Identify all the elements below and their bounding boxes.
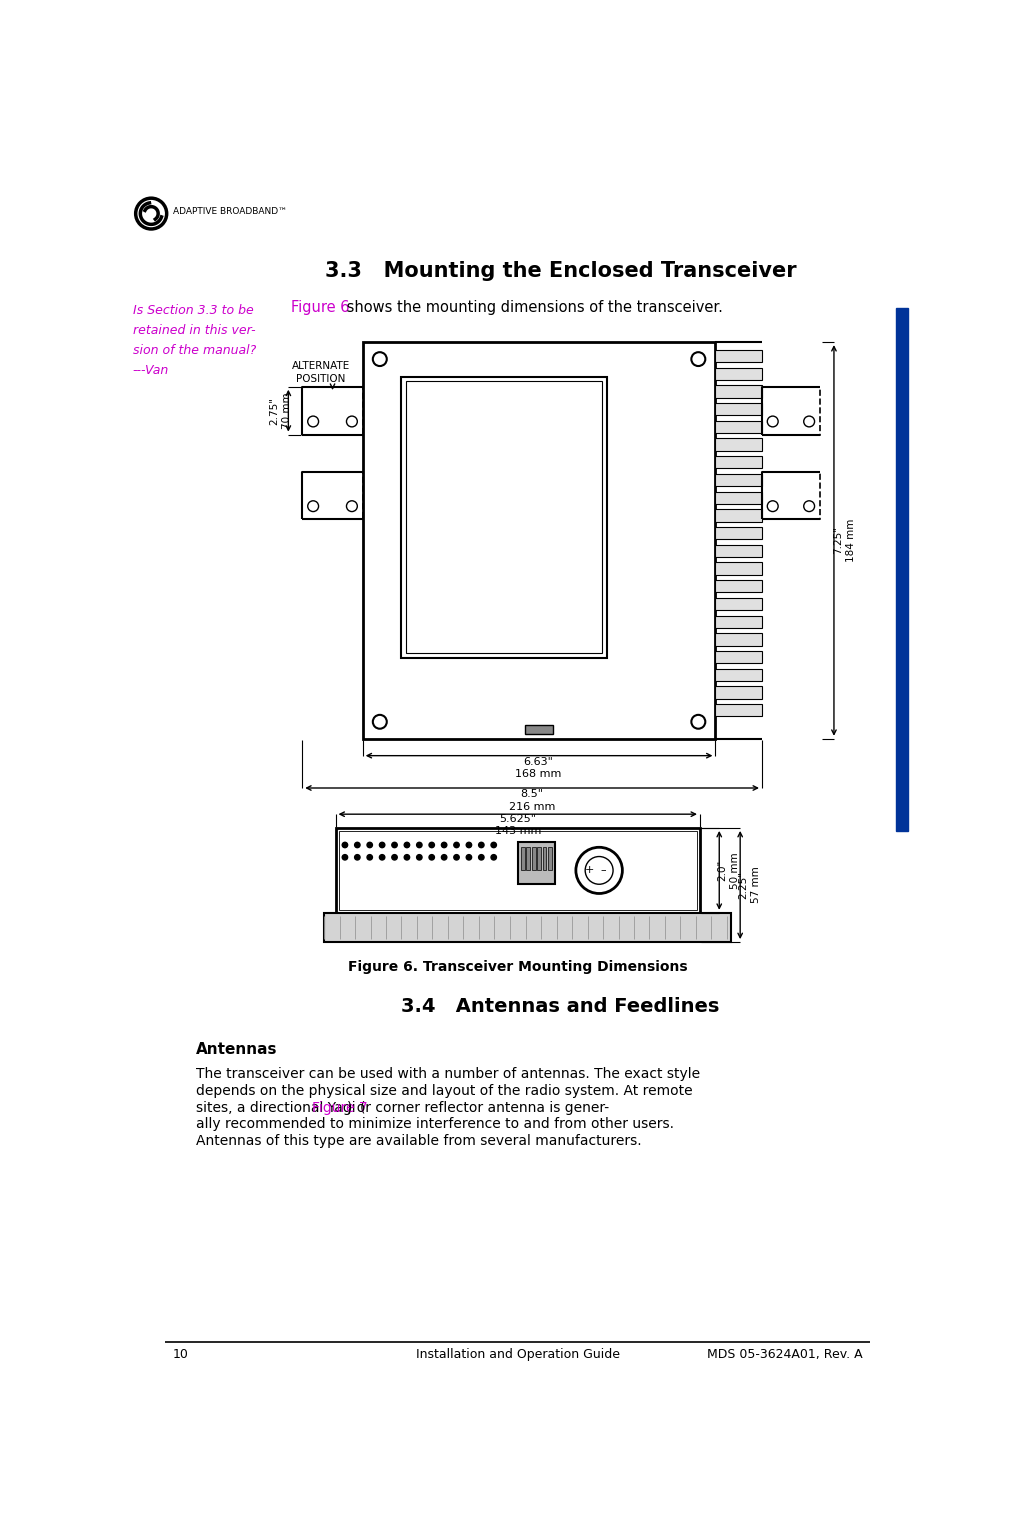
Text: Is Section 3.3 to be
retained in this ver-
sion of the manual?
---Van: Is Section 3.3 to be retained in this ve… <box>132 304 256 376</box>
Text: ) or corner reflector antenna is gener-: ) or corner reflector antenna is gener- <box>347 1101 609 1115</box>
Text: 5.625"
143 mm: 5.625" 143 mm <box>494 814 541 836</box>
Circle shape <box>367 842 372 848</box>
Bar <box>716 598 762 610</box>
Bar <box>336 828 700 912</box>
Bar <box>401 376 607 657</box>
Circle shape <box>404 854 409 860</box>
Circle shape <box>478 842 484 848</box>
Circle shape <box>442 842 447 848</box>
Bar <box>716 402 762 415</box>
Circle shape <box>379 842 385 848</box>
Bar <box>521 846 525 869</box>
Text: 10: 10 <box>173 1349 189 1361</box>
Bar <box>716 581 762 593</box>
Bar <box>762 472 820 519</box>
Bar <box>716 527 762 539</box>
Circle shape <box>392 842 397 848</box>
Text: ADAPTIVE BROADBAND™: ADAPTIVE BROADBAND™ <box>173 207 287 215</box>
Bar <box>525 725 553 734</box>
Bar <box>716 350 762 362</box>
Text: Figure 7: Figure 7 <box>312 1101 368 1115</box>
Circle shape <box>478 854 484 860</box>
Bar <box>896 307 908 831</box>
Bar <box>716 703 762 716</box>
Text: 3.3   Mounting the Enclosed Transceiver: 3.3 Mounting the Enclosed Transceiver <box>325 261 797 281</box>
Text: 2.0"
50 mm: 2.0" 50 mm <box>718 852 740 889</box>
Circle shape <box>367 854 372 860</box>
Bar <box>324 912 731 942</box>
Circle shape <box>491 854 496 860</box>
Circle shape <box>454 842 459 848</box>
Bar <box>716 545 762 558</box>
Circle shape <box>355 842 360 848</box>
Bar <box>532 846 536 869</box>
Circle shape <box>404 842 409 848</box>
Bar <box>527 846 530 869</box>
Text: The transceiver can be used with a number of antennas. The exact style: The transceiver can be used with a numbe… <box>196 1066 701 1081</box>
Circle shape <box>379 854 385 860</box>
Circle shape <box>454 854 459 860</box>
Text: Antennas of this type are available from several manufacturers.: Antennas of this type are available from… <box>196 1135 642 1149</box>
Bar <box>716 668 762 680</box>
Bar <box>762 387 820 435</box>
Bar <box>716 616 762 628</box>
Text: 6.63"
168 mm: 6.63" 168 mm <box>516 757 562 779</box>
Bar <box>716 651 762 664</box>
Bar <box>537 846 541 869</box>
Circle shape <box>392 854 397 860</box>
Circle shape <box>491 842 496 848</box>
Circle shape <box>342 854 348 860</box>
Circle shape <box>466 842 472 848</box>
Circle shape <box>429 854 435 860</box>
Bar <box>716 633 762 645</box>
Text: Figure 6. Transceiver Mounting Dimensions: Figure 6. Transceiver Mounting Dimension… <box>348 960 687 974</box>
Bar <box>716 510 762 522</box>
Bar <box>339 831 697 909</box>
Text: 2.75"
70 mm: 2.75" 70 mm <box>269 392 292 429</box>
Bar <box>543 846 546 869</box>
Text: Installation and Operation Guide: Installation and Operation Guide <box>416 1349 620 1361</box>
Bar <box>716 492 762 504</box>
Bar <box>716 438 762 450</box>
Text: Figure 6: Figure 6 <box>291 300 350 315</box>
Bar <box>406 381 603 653</box>
Text: Antennas: Antennas <box>196 1041 278 1057</box>
Text: –: – <box>601 865 606 876</box>
Text: sites, a directional Yagi (: sites, a directional Yagi ( <box>196 1101 366 1115</box>
Bar <box>302 387 363 435</box>
Text: depends on the physical size and layout of the radio system. At remote: depends on the physical size and layout … <box>196 1083 693 1098</box>
Circle shape <box>429 842 435 848</box>
Bar <box>716 421 762 433</box>
Text: ALTERNATE
POSITION: ALTERNATE POSITION <box>292 361 350 384</box>
Text: 3.4   Antennas and Feedlines: 3.4 Antennas and Feedlines <box>401 997 720 1017</box>
Circle shape <box>417 854 422 860</box>
Text: shows the mounting dimensions of the transceiver.: shows the mounting dimensions of the tra… <box>342 300 723 315</box>
Bar <box>363 343 716 739</box>
Bar <box>716 367 762 379</box>
Circle shape <box>466 854 472 860</box>
Circle shape <box>417 842 422 848</box>
Bar <box>716 456 762 468</box>
Bar <box>716 562 762 574</box>
Text: ally recommended to minimize interference to and from other users.: ally recommended to minimize interferenc… <box>196 1118 674 1132</box>
Bar <box>518 842 555 885</box>
Text: 8.5"
216 mm: 8.5" 216 mm <box>509 790 555 811</box>
Circle shape <box>442 854 447 860</box>
Bar <box>716 473 762 487</box>
Bar <box>716 687 762 699</box>
Bar <box>716 386 762 398</box>
Text: +: + <box>585 865 594 876</box>
Circle shape <box>342 842 348 848</box>
Text: 2.25"
57 mm: 2.25" 57 mm <box>738 866 760 903</box>
Text: MDS 05-3624A01, Rev. A: MDS 05-3624A01, Rev. A <box>707 1349 862 1361</box>
Text: 7.25"
184 mm: 7.25" 184 mm <box>834 518 856 562</box>
Bar <box>548 846 552 869</box>
Bar <box>302 472 363 519</box>
Circle shape <box>355 854 360 860</box>
